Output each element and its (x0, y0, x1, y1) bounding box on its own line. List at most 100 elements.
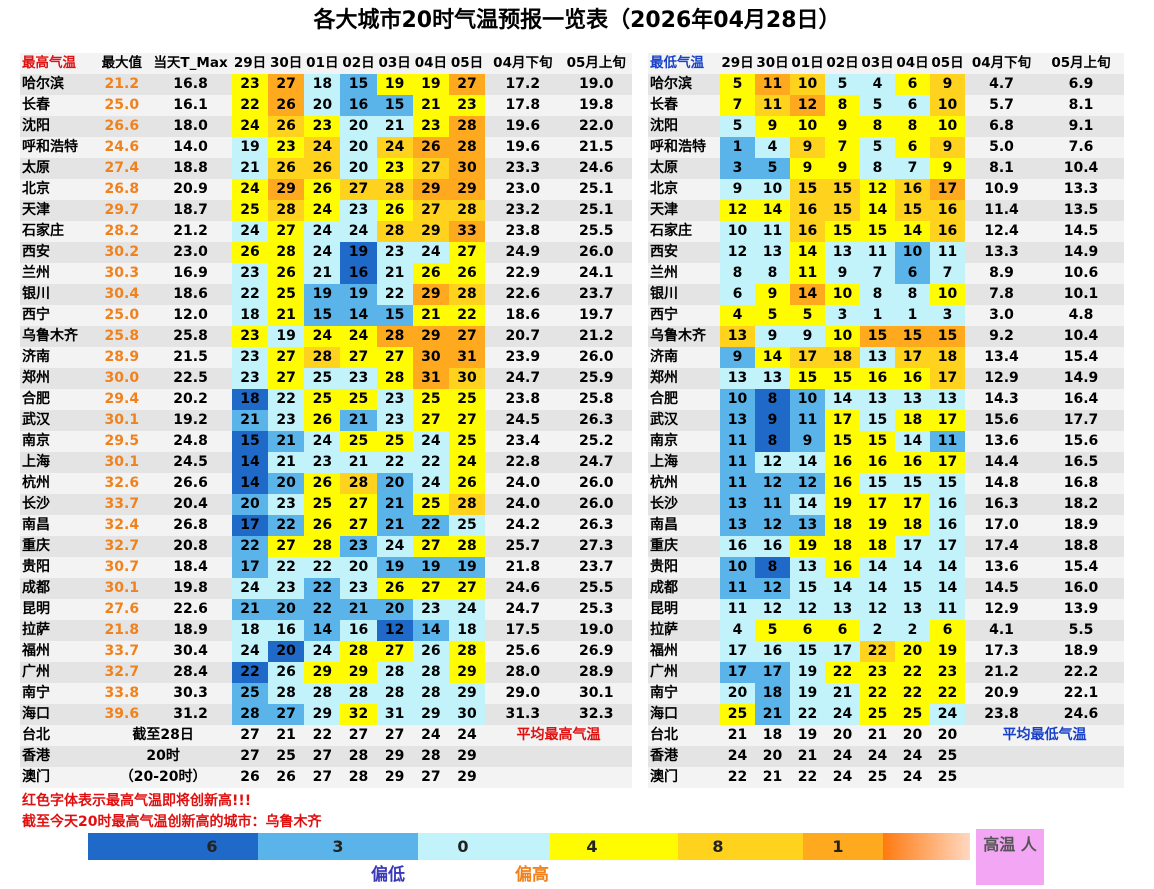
forecast-low-cell: 9 (720, 179, 755, 200)
early-may-avg: 22.1 (1038, 683, 1124, 704)
today-tmax-value: 22.5 (149, 368, 232, 389)
early-may-avg: 23.7 (560, 284, 632, 305)
forecast-low-cell: 10 (755, 179, 790, 200)
late-april-avg: 5.7 (965, 95, 1038, 116)
city-name: 郑州 (648, 368, 720, 389)
early-may-avg: 19.0 (560, 74, 632, 95)
high-extra-row: 台北 截至28日 27 21 22 27 27 24 24 平均最高气温 (20, 725, 632, 746)
forecast-high-cell: 27 (268, 74, 305, 95)
early-may-avg: 22.0 (560, 116, 632, 137)
late-april-avg: 12.4 (965, 221, 1038, 242)
forecast-low-cell: 14 (860, 578, 895, 599)
forecast-high-cell: 23 (340, 368, 377, 389)
forecast-high-cell: 19 (448, 557, 486, 578)
forecast-high-cell: 28 (304, 347, 341, 368)
city-name: 沈阳 (648, 116, 720, 137)
high-header-cell: 当天T_Max (149, 53, 232, 74)
record-max-value: 32.4 (94, 515, 150, 536)
low-header-cell: 05月上旬 (1038, 53, 1124, 74)
forecast-high-cell: 33 (448, 221, 486, 242)
forecast-high-cell: 27 (448, 326, 486, 347)
forecast-high-cell: 26 (231, 767, 269, 788)
forecast-low-cell: 2 (895, 620, 930, 641)
forecast-high-cell: 22 (304, 599, 341, 620)
low-table-row: 西宁 4 5 5 3 1 1 3 3.0 4.8 (648, 305, 1124, 326)
forecast-high-cell: 29 (412, 326, 449, 347)
late-april-avg: 25.6 (485, 641, 561, 662)
late-april-avg: 20.9 (965, 683, 1038, 704)
late-april-avg: 17.2 (485, 74, 561, 95)
forecast-high-cell: 24 (412, 473, 449, 494)
forecast-high-cell: 20 (231, 494, 269, 515)
high-table-row: 海口 39.6 31.2 28 27 29 32 31 29 30 31.3 32.3 (20, 704, 632, 725)
forecast-high-cell: 21 (340, 599, 377, 620)
forecast-high-cell: 28 (340, 767, 377, 788)
forecast-high-cell: 26 (376, 200, 413, 221)
forecast-high-cell: 29 (448, 683, 486, 704)
forecast-high-cell: 23 (304, 116, 341, 137)
forecast-low-cell: 9 (790, 137, 825, 158)
forecast-low-cell: 12 (860, 179, 895, 200)
forecast-high-cell: 25 (304, 368, 341, 389)
city-name: 海口 (20, 704, 95, 725)
avg-high-label (485, 767, 632, 788)
forecast-low-cell: 17 (825, 641, 860, 662)
forecast-low-cell: 8 (860, 116, 895, 137)
forecast-low-cell: 18 (895, 515, 930, 536)
forecast-high-cell: 25 (448, 515, 486, 536)
forecast-low-cell: 5 (755, 158, 790, 179)
forecast-low-cell: 11 (860, 242, 895, 263)
forecast-high-cell: 23 (231, 368, 269, 389)
forecast-low-cell: 10 (790, 74, 825, 95)
forecast-low-cell: 12 (755, 599, 790, 620)
low-header-cell: 01日 (790, 53, 825, 74)
today-tmax-value: 16.9 (149, 263, 232, 284)
forecast-high-cell: 27 (376, 725, 413, 746)
city-name: 呼和浩特 (648, 137, 720, 158)
record-max-value: 33.7 (94, 641, 150, 662)
forecast-high-cell: 29 (304, 662, 341, 683)
forecast-low-cell: 20 (755, 746, 790, 767)
forecast-high-cell: 20 (340, 158, 377, 179)
forecast-low-cell: 9 (930, 137, 965, 158)
forecast-high-cell: 22 (376, 284, 413, 305)
early-may-avg: 24.6 (1038, 704, 1124, 725)
high-table-row: 太原 27.4 18.8 21 26 26 20 23 27 30 23.3 24.6 (20, 158, 632, 179)
forecast-high-cell: 22 (448, 305, 486, 326)
record-max-value: 30.4 (94, 284, 150, 305)
early-may-avg: 15.4 (1038, 347, 1124, 368)
city-name: 杭州 (648, 473, 720, 494)
forecast-low-cell: 16 (895, 368, 930, 389)
forecast-high-cell: 29 (448, 746, 486, 767)
late-april-avg: 4.7 (965, 74, 1038, 95)
high-table-row: 上海 30.1 24.5 14 21 23 21 22 22 24 22.8 24.7 (20, 452, 632, 473)
forecast-high-cell: 22 (304, 557, 341, 578)
low-header-cell: 03日 (860, 53, 895, 74)
forecast-high-cell: 28 (412, 746, 449, 767)
avg-high-label (485, 746, 632, 767)
forecast-low-cell: 19 (860, 515, 895, 536)
early-may-avg: 16.8 (1038, 473, 1124, 494)
early-may-avg: 25.3 (560, 599, 632, 620)
footnote-record-city: 截至今天20时最高气温创新高的城市：乌鲁木齐 (22, 814, 322, 830)
forecast-low-cell: 21 (825, 683, 860, 704)
forecast-low-cell: 13 (895, 599, 930, 620)
forecast-low-cell: 13 (860, 347, 895, 368)
forecast-low-cell: 14 (790, 494, 825, 515)
forecast-high-cell: 28 (340, 683, 377, 704)
city-name: 石家庄 (20, 221, 95, 242)
record-max-value: 32.6 (94, 473, 150, 494)
late-april-avg: 11.4 (965, 200, 1038, 221)
late-april-avg: 24.0 (485, 473, 561, 494)
forecast-high-cell: 23 (268, 410, 305, 431)
legend-segment-dark-blue (88, 833, 258, 860)
forecast-low-cell: 25 (860, 704, 895, 725)
forecast-high-cell: 20 (376, 473, 413, 494)
forecast-high-cell: 27 (376, 347, 413, 368)
early-may-avg: 16.5 (1038, 452, 1124, 473)
forecast-low-cell: 15 (895, 578, 930, 599)
forecast-low-cell: 23 (860, 662, 895, 683)
forecast-high-cell: 24 (304, 326, 341, 347)
late-april-avg: 12.9 (965, 368, 1038, 389)
high-table-row: 贵阳 30.7 18.4 17 22 22 20 19 19 19 21.8 23.7 (20, 557, 632, 578)
